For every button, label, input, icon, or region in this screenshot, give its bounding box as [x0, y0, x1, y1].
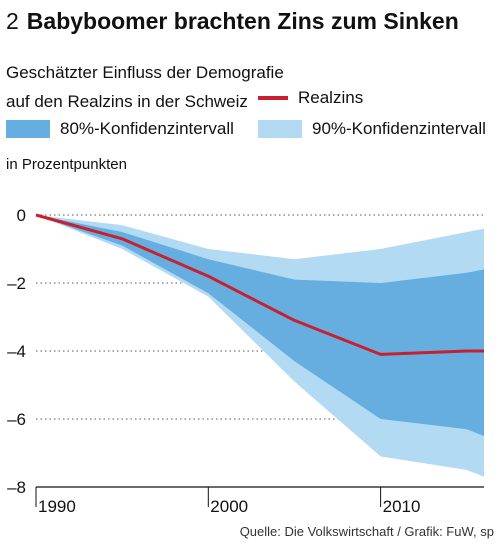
- legend-item-90: 90%-Konfidenzintervall: [258, 119, 486, 139]
- y-tick-label: –4: [7, 342, 26, 361]
- y-tick-label: –8: [7, 478, 26, 497]
- chart-title: 2 Babyboomer brachten Zins zum Sinken: [6, 8, 459, 35]
- y-tick-label: 0: [17, 206, 26, 225]
- legend-label-80: 80%-Konfidenzintervall: [60, 119, 234, 138]
- x-tick-label: 2000: [210, 497, 248, 516]
- x-tick-label: 2010: [383, 497, 421, 516]
- chart-title-text: Babyboomer brachten Zins zum Sinken: [26, 8, 459, 34]
- x-tick-labels: 1990 2000 2010: [35, 487, 421, 516]
- legend-item-realzins: Realzins: [258, 88, 363, 108]
- legend-swatch-line: [258, 96, 288, 100]
- legend-swatch-80: [6, 120, 50, 138]
- realzins-line: [35, 213, 484, 356]
- chart-subtitle: Geschätzter Einfluss der Demografie auf …: [6, 63, 284, 111]
- source-note: Quelle: Die Volkswirtschaft / Grafik: Fu…: [239, 524, 494, 539]
- y-tick-label: –2: [7, 274, 26, 293]
- chart-number: 2: [6, 8, 19, 34]
- y-tick-labels: 0 –2 –4 –6 –8: [7, 206, 26, 497]
- y-tick-label: –6: [7, 410, 26, 429]
- legend-label-90: 90%-Konfidenzintervall: [312, 119, 486, 138]
- legend-item-80: 80%-Konfidenzintervall: [6, 119, 234, 139]
- band-80-area: [36, 215, 484, 436]
- legend-swatch-90: [258, 120, 302, 138]
- y-unit-label: in Prozentpunkten: [6, 156, 127, 173]
- x-tick-label: 1990: [38, 497, 76, 516]
- legend-label-realzins: Realzins: [298, 88, 364, 107]
